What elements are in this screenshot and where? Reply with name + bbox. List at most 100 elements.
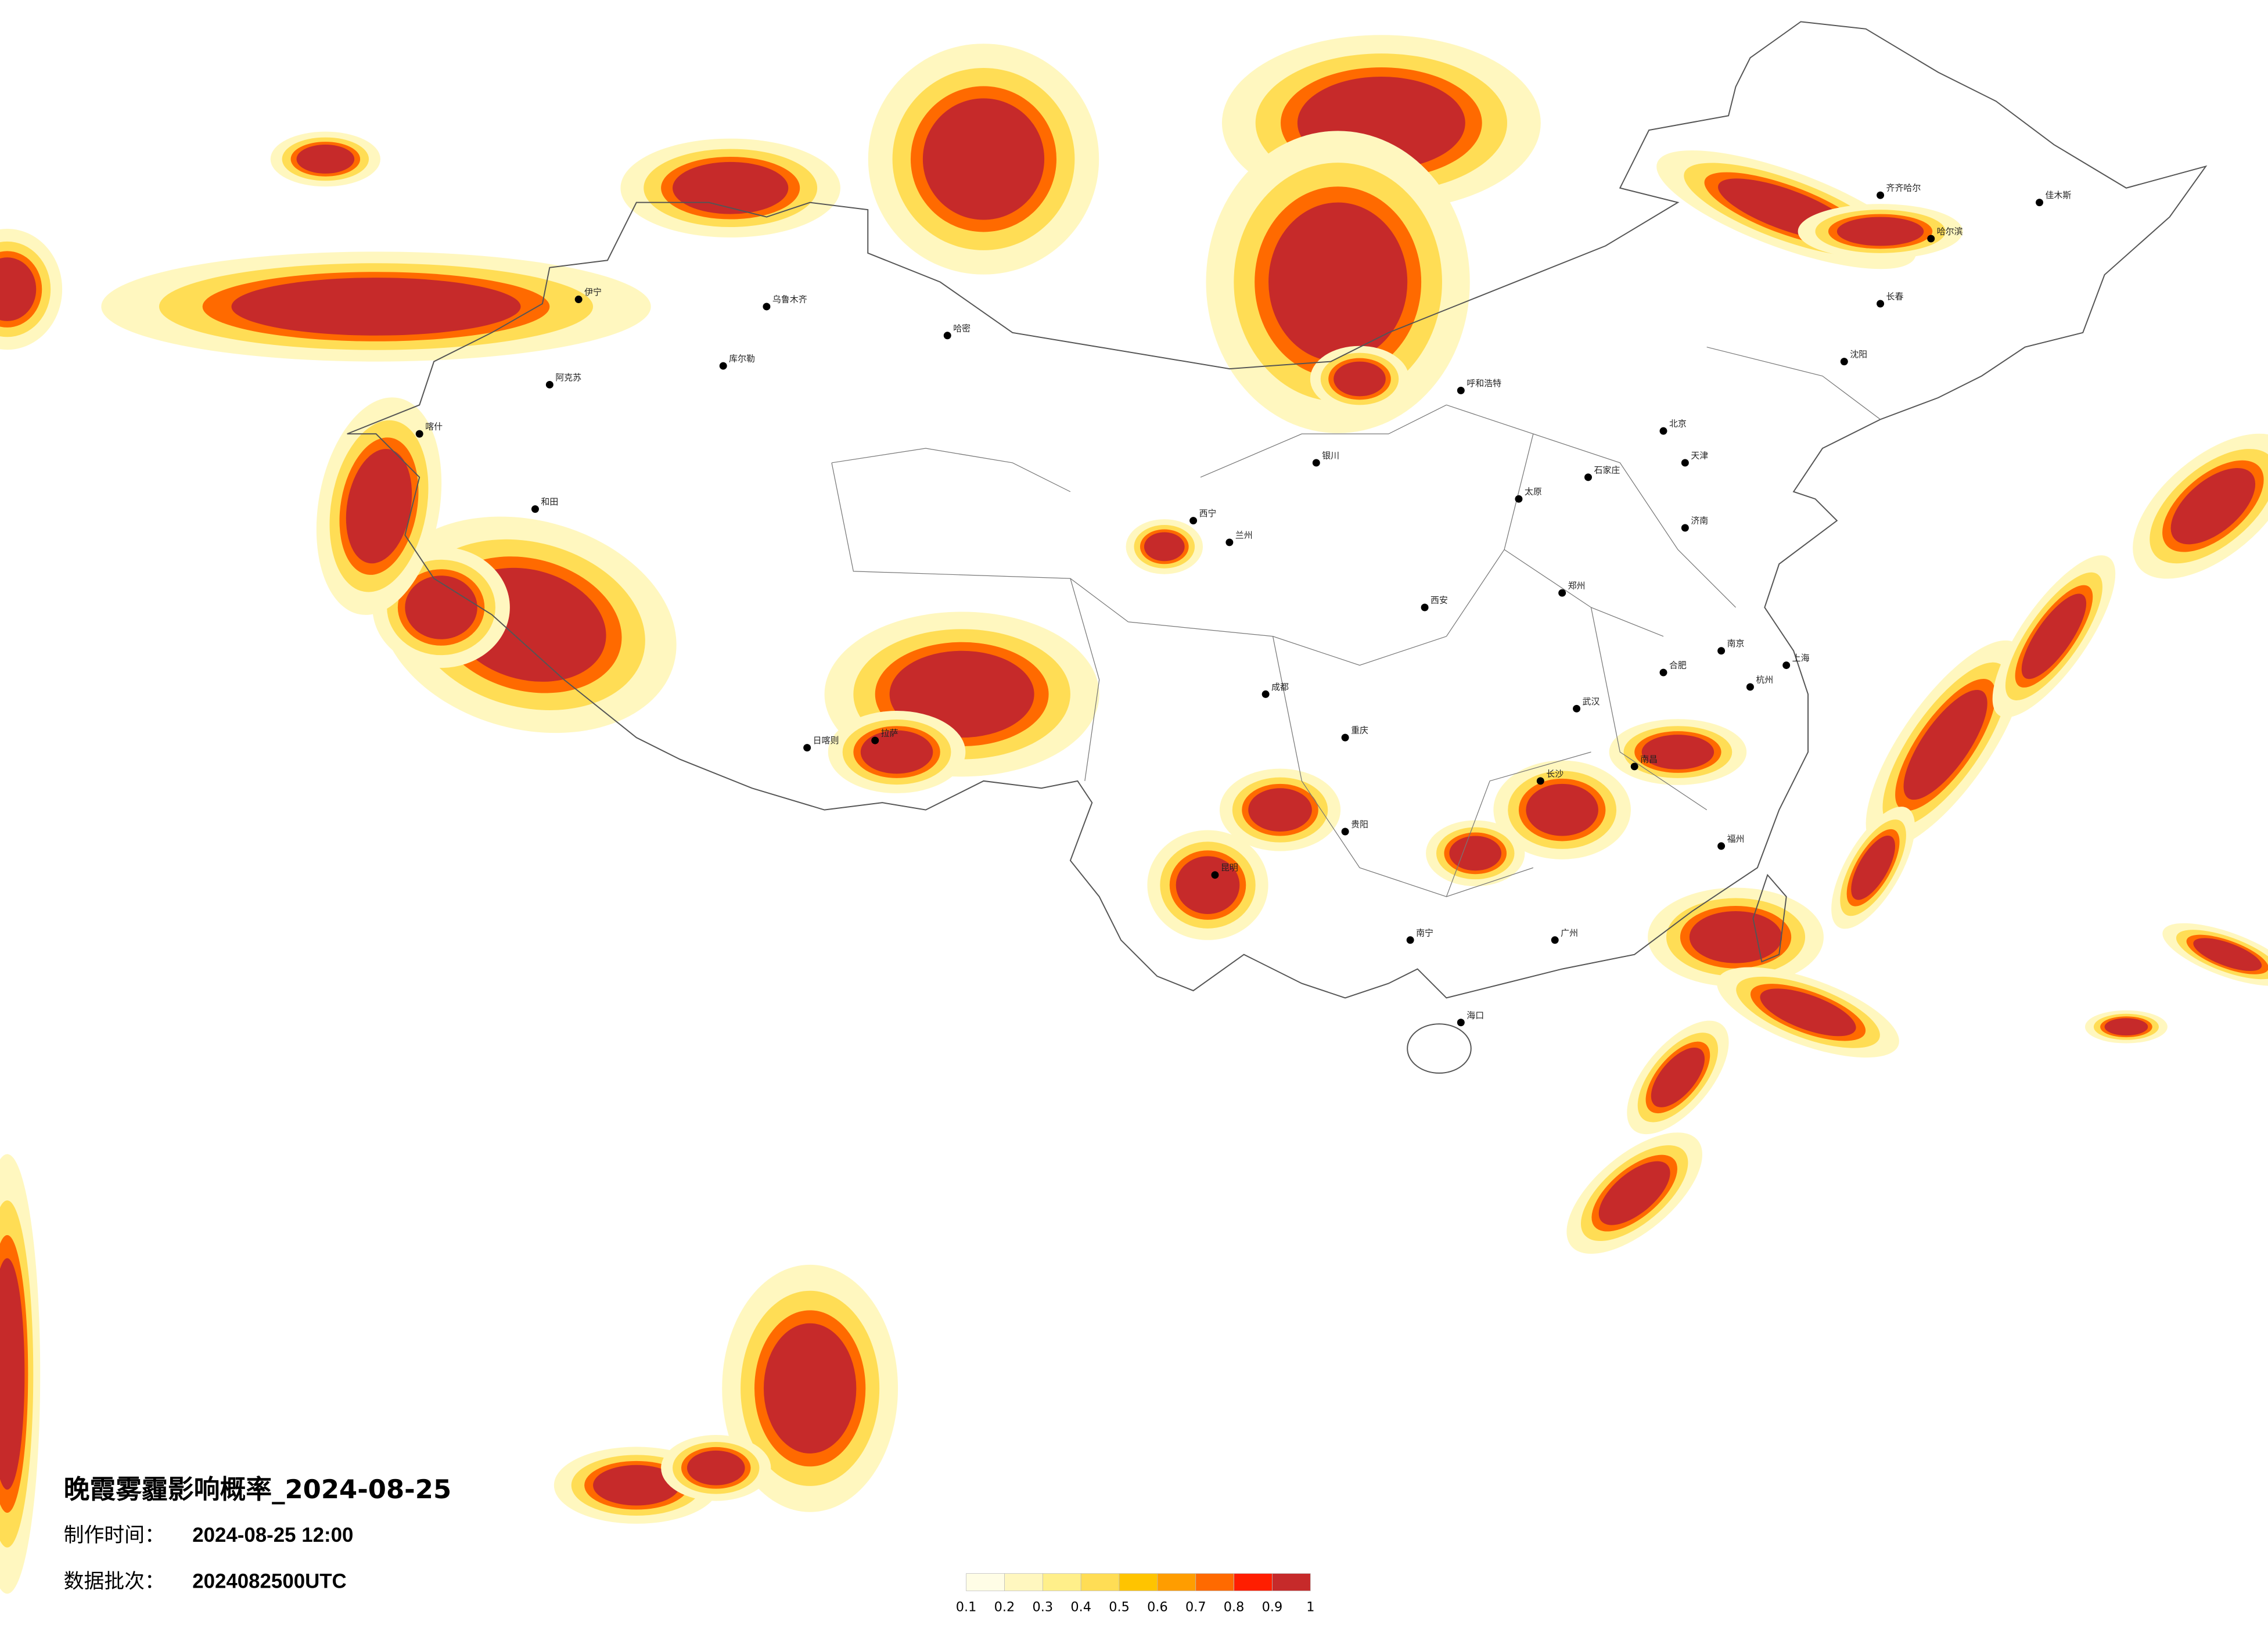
haze-layer <box>0 35 2268 1594</box>
city-label: 库尔勒 <box>729 354 755 364</box>
city-dot <box>1927 235 1935 243</box>
legend-swatch <box>1234 1573 1273 1591</box>
city-dot <box>1211 871 1219 879</box>
haze-core <box>296 145 355 174</box>
city-dot <box>1717 842 1726 850</box>
legend-swatch <box>1042 1573 1081 1591</box>
city-label: 长春 <box>1886 292 1904 302</box>
city-label: 日喀则 <box>813 735 839 746</box>
city-label: 昆明 <box>1221 862 1238 873</box>
city-dot <box>1782 661 1791 670</box>
hainan-outline <box>1407 1023 1472 1074</box>
city-dot <box>943 332 951 340</box>
city-label: 福州 <box>1727 833 1745 844</box>
province-borders <box>831 347 1881 897</box>
city-dot <box>1681 459 1689 467</box>
city-label: 天津 <box>1691 450 1708 461</box>
city-dot <box>1877 300 1885 308</box>
city-label: 南宁 <box>1416 927 1433 938</box>
legend-swatch <box>1272 1573 1311 1591</box>
haze-core <box>1526 783 1598 836</box>
legend: 0.1 0.2 0.3 0.4 0.5 0.6 0.7 0.8 0.9 1 <box>956 1573 1314 1614</box>
city-label: 广州 <box>1561 927 1578 938</box>
made-time: 2024-08-25 12:00 <box>192 1524 353 1546</box>
city-label: 郑州 <box>1568 581 1586 591</box>
city-label: 北京 <box>1669 419 1687 429</box>
legend-tick-label: 0.9 <box>1262 1599 1283 1614</box>
city-dot <box>531 505 539 513</box>
city-label: 贵阳 <box>1351 819 1368 830</box>
city-label: 佳木斯 <box>2045 190 2071 200</box>
legend-tick-label: 0.4 <box>1070 1599 1091 1614</box>
city-dot <box>1840 358 1848 366</box>
city-dot <box>763 303 771 311</box>
city-dot <box>871 736 879 744</box>
haze-core <box>2170 467 2256 545</box>
haze-core <box>2104 1018 2148 1036</box>
city-label: 上海 <box>1792 653 1810 663</box>
city-label: 银川 <box>1322 450 1339 461</box>
city-dot <box>1746 683 1754 691</box>
city-label: 武汉 <box>1583 696 1600 707</box>
haze-core <box>231 278 521 336</box>
city-label: 哈密 <box>953 323 971 333</box>
city-label: 济南 <box>1691 516 1708 526</box>
haze-core <box>0 1258 25 1490</box>
city-label: 合肥 <box>1669 660 1687 671</box>
city-dot <box>1536 777 1544 785</box>
haze-core <box>1248 788 1312 832</box>
city-dot <box>1225 538 1234 546</box>
city-label: 海口 <box>1467 1010 1484 1020</box>
city-label: 沈阳 <box>1850 349 1867 359</box>
city-dot <box>1261 690 1270 698</box>
city-label: 呼和浩特 <box>1467 378 1501 388</box>
haze-core <box>1598 1161 1670 1225</box>
city-dot <box>1515 495 1523 503</box>
map-title: 晚霞雾霾影响概率_2024-08-25 <box>64 1474 452 1505</box>
city-label: 重庆 <box>1351 725 1368 736</box>
legend-tick-label: 0.3 <box>1033 1599 1054 1614</box>
city-label: 长沙 <box>1546 768 1563 779</box>
haze-core <box>593 1465 680 1506</box>
haze-core <box>1836 217 1924 246</box>
city-dot <box>1551 936 1559 944</box>
haze-core <box>922 98 1045 220</box>
city-label: 南昌 <box>1640 754 1658 764</box>
haze-core <box>1903 689 1987 800</box>
legend-tick-label: 0.2 <box>994 1599 1015 1614</box>
city-dot <box>1312 459 1320 467</box>
legend-swatch <box>1080 1573 1120 1591</box>
city-dot <box>1659 427 1667 435</box>
city-label: 乌鲁木齐 <box>772 294 807 305</box>
city-label: 阿克苏 <box>555 372 581 383</box>
city-dot <box>1630 762 1638 771</box>
haze-core <box>1334 361 1386 397</box>
city-dot <box>2036 199 2043 207</box>
haze-core <box>1689 911 1782 963</box>
city-dot <box>1558 589 1566 597</box>
city-dot <box>1457 1019 1465 1027</box>
legend-swatch <box>1119 1573 1158 1591</box>
legend-swatch <box>1157 1573 1196 1591</box>
haze-core <box>1449 836 1502 871</box>
city-label: 伊宁 <box>584 287 602 297</box>
legend-swatch <box>1004 1573 1043 1591</box>
legend-tick-label: 1 <box>1306 1599 1314 1614</box>
city-label: 南京 <box>1727 638 1745 649</box>
taiwan-outline <box>1752 873 1787 963</box>
city-label: 杭州 <box>1756 674 1773 685</box>
legend-tick-label: 0.1 <box>956 1599 977 1614</box>
legend-tick-label: 0.8 <box>1224 1599 1245 1614</box>
city-dot <box>1877 191 1885 199</box>
haze-core <box>346 449 412 564</box>
city-dot <box>1681 524 1689 532</box>
city-label: 成都 <box>1271 682 1289 692</box>
haze-core <box>0 257 37 321</box>
city-label: 太原 <box>1525 487 1542 497</box>
batch: 2024082500UTC <box>192 1570 347 1592</box>
city-label: 西安 <box>1430 595 1448 606</box>
legend-tick-label: 0.7 <box>1185 1599 1206 1614</box>
city-label: 西宁 <box>1199 508 1217 519</box>
